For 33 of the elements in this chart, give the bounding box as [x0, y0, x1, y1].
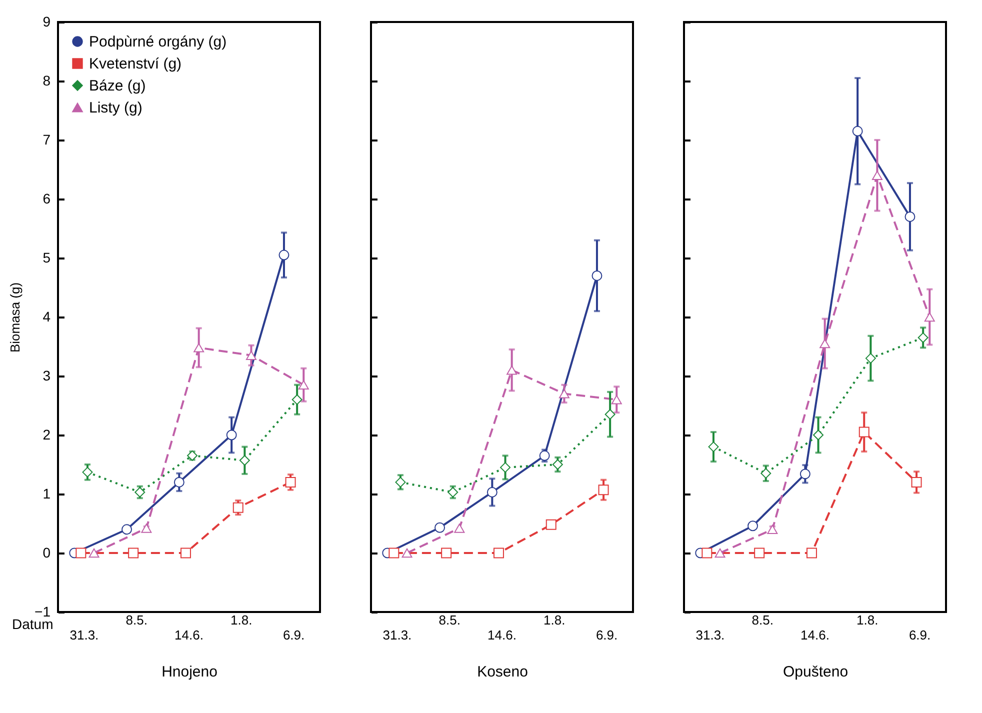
- x-tick-label: 31.3.: [70, 628, 99, 642]
- x-tick-label: 1.8.: [230, 612, 252, 628]
- x-tick-label: 6.9.: [908, 628, 931, 642]
- y-tick-label: 2: [42, 426, 51, 442]
- y-tick-label: 5: [42, 250, 51, 266]
- x-tick-label: 1.8.: [856, 612, 878, 628]
- x-axis-title: Opušteno: [782, 664, 848, 680]
- y-tick-label: 8: [42, 72, 51, 88]
- x-tick-label: 8.5.: [126, 612, 148, 628]
- y-tick-label: 6: [42, 190, 51, 206]
- y-axis-title: Biomasa (g): [8, 282, 23, 353]
- x-tick-label: 8.5.: [438, 612, 460, 628]
- x-tick-label: 14.6.: [174, 628, 204, 642]
- x-tick-label: 6.9.: [282, 628, 305, 642]
- x-tick-label: 14.6.: [488, 628, 516, 642]
- x-axis-title: Koseno: [477, 664, 528, 680]
- legend-label: Kvetenství (g): [89, 56, 182, 72]
- x-tick-label: 8.5.: [752, 612, 774, 628]
- legend-label: Podpùrné orgány (g): [89, 34, 227, 50]
- x-tick-label: 31.3.: [696, 628, 725, 642]
- x-tick-label: 14.6.: [800, 628, 830, 642]
- x-tick-label: 6.9.: [596, 628, 618, 642]
- x-axis-title: Hnojeno: [162, 664, 218, 680]
- y-tick-label: 3: [42, 368, 51, 384]
- y-tick-label: 7: [42, 132, 51, 148]
- y-tick-label: 4: [42, 308, 51, 324]
- legend-label: Listy (g): [89, 100, 142, 116]
- y-tick-label: 0: [42, 544, 51, 560]
- y-tick-label: 9: [42, 14, 51, 30]
- x-tick-label: 1.8.: [544, 612, 566, 628]
- legend-label: Báze (g): [89, 78, 146, 94]
- x-tick-label: 31.3.: [382, 628, 412, 642]
- y-tick-label: 1: [42, 486, 51, 502]
